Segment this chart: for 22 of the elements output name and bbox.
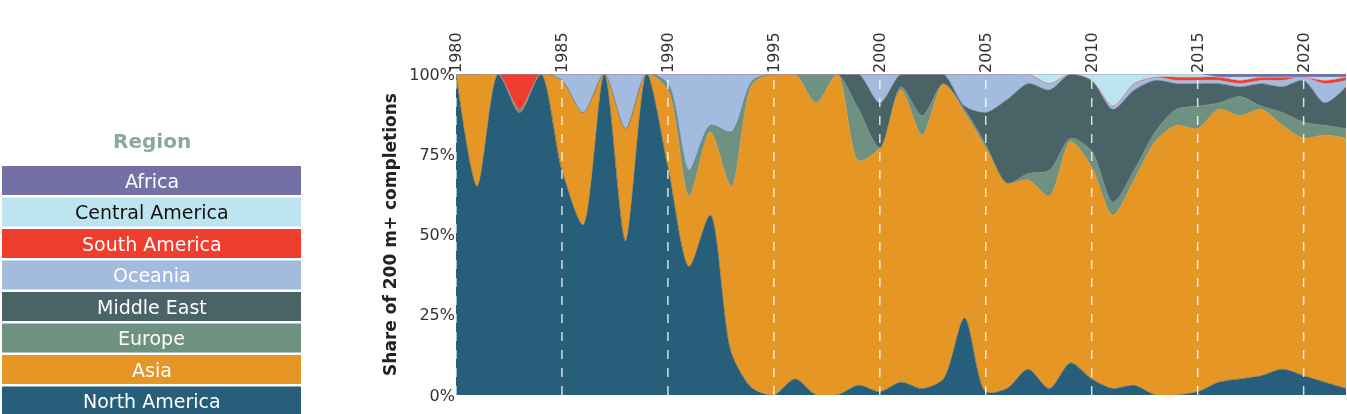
y-tick-label: 0% xyxy=(429,385,455,405)
text: Central America xyxy=(75,201,229,223)
x-tick-label: 2015 xyxy=(1187,32,1207,73)
x-tick-label: 2005 xyxy=(975,32,995,73)
text: Middle East xyxy=(97,296,207,318)
text: Europe xyxy=(118,327,185,349)
text: North America xyxy=(83,390,221,412)
x-tick-label: 2020 xyxy=(1293,32,1313,73)
y-tick-label: 25% xyxy=(419,305,455,325)
text: Asia xyxy=(132,359,172,381)
y-tick-label: 50% xyxy=(419,225,455,245)
x-tick-label: 1990 xyxy=(658,32,678,73)
x-tick-label: 1985 xyxy=(552,32,572,73)
x-tick-label: 1995 xyxy=(764,32,784,73)
legend-title: Region xyxy=(113,129,192,153)
x-tick-label: 2000 xyxy=(870,32,890,73)
text: Oceania xyxy=(113,264,191,286)
y-tick-label: 75% xyxy=(419,144,455,164)
y-axis-title: Share of 200 m+ completions xyxy=(379,93,400,376)
x-tick-label: 2010 xyxy=(1081,32,1101,73)
text: Africa xyxy=(125,170,180,192)
text: South America xyxy=(82,233,222,255)
